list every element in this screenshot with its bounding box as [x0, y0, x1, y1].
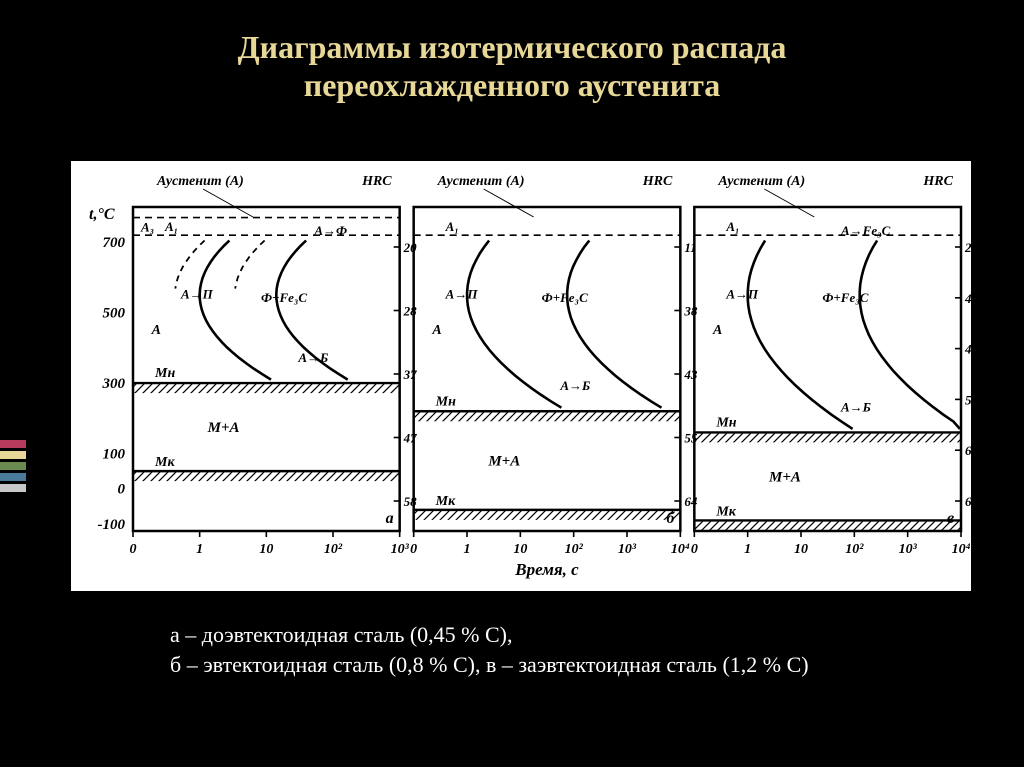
svg-text:Ф+Fe₃C: Ф+Fe₃C — [261, 290, 307, 305]
svg-text:Ф+Fe₃C: Ф+Fe₃C — [822, 290, 868, 305]
svg-text:Mк: Mк — [435, 494, 456, 509]
svg-text:А→Б: А→Б — [297, 350, 328, 365]
dot — [0, 440, 26, 448]
slide-indicator — [0, 440, 26, 495]
svg-text:А→Ф: А→Ф — [313, 223, 347, 238]
svg-text:А: А — [431, 323, 441, 338]
svg-text:Аустенит (А): Аустенит (А) — [156, 174, 244, 189]
svg-text:38: 38 — [683, 304, 698, 319]
dot — [0, 473, 26, 481]
svg-text:10³: 10³ — [618, 542, 637, 557]
svg-text:65: 65 — [965, 494, 971, 509]
svg-text:-100: -100 — [98, 517, 126, 533]
svg-text:51: 51 — [965, 392, 971, 407]
svg-text:10²: 10² — [324, 542, 343, 557]
svg-text:43: 43 — [964, 291, 971, 306]
title-line1: Диаграммы изотермического распада — [238, 29, 787, 65]
svg-text:A₁: A₁ — [164, 219, 178, 234]
dot — [0, 484, 26, 492]
svg-text:HRC: HRC — [642, 174, 673, 189]
svg-text:Время, с: Время, с — [514, 560, 579, 579]
svg-text:37: 37 — [403, 367, 418, 382]
svg-text:60: 60 — [965, 443, 971, 458]
svg-text:10⁴: 10⁴ — [671, 542, 690, 557]
svg-text:1: 1 — [744, 542, 751, 557]
svg-text:М+А: М+А — [487, 454, 520, 470]
svg-text:Ф+Fe₃C: Ф+Fe₃C — [542, 290, 588, 305]
svg-text:Аустенит (А): Аустенит (А) — [437, 174, 525, 189]
svg-text:0: 0 — [118, 482, 126, 498]
caption-line2: б – эвтектоидная сталь (0,8 % С), в – за… — [170, 652, 809, 677]
svg-text:А→Fe₃C: А→Fe₃C — [840, 223, 891, 238]
svg-text:A₁: A₁ — [725, 219, 739, 234]
svg-text:1: 1 — [196, 542, 203, 557]
svg-text:A₁: A₁ — [445, 219, 459, 234]
svg-text:0: 0 — [691, 542, 698, 557]
svg-text:0: 0 — [130, 542, 137, 557]
slide-title: Диаграммы изотермического распада переох… — [0, 0, 1024, 105]
svg-text:А→Б: А→Б — [840, 399, 871, 414]
svg-text:А: А — [712, 323, 722, 338]
svg-text:20: 20 — [403, 240, 418, 255]
svg-text:27: 27 — [964, 240, 971, 255]
svg-text:0: 0 — [410, 542, 417, 557]
svg-text:А→Б: А→Б — [559, 378, 590, 393]
svg-text:48: 48 — [964, 342, 971, 357]
caption-line1: а – доэвтектоидная сталь (0,45 % С), — [170, 622, 513, 647]
svg-text:Mн: Mн — [154, 366, 175, 381]
svg-text:10³: 10³ — [899, 542, 918, 557]
svg-text:М+А: М+А — [768, 469, 801, 485]
svg-text:47: 47 — [403, 431, 418, 446]
svg-text:10⁴: 10⁴ — [952, 542, 971, 557]
svg-text:в: в — [947, 510, 954, 527]
svg-text:а: а — [386, 510, 394, 527]
svg-text:Mк: Mк — [154, 455, 175, 470]
svg-text:300: 300 — [102, 376, 126, 392]
svg-text:HRC: HRC — [361, 174, 392, 189]
svg-text:64: 64 — [684, 494, 698, 509]
svg-text:HRC: HRC — [922, 174, 953, 189]
svg-text:Mн: Mн — [435, 394, 456, 409]
svg-text:А→П: А→П — [180, 287, 214, 302]
svg-text:А: А — [151, 323, 161, 338]
svg-text:28: 28 — [403, 304, 418, 319]
svg-text:10³: 10³ — [391, 542, 410, 557]
svg-text:1: 1 — [464, 542, 471, 557]
svg-text:500: 500 — [103, 306, 126, 322]
svg-text:Mн: Mн — [715, 415, 736, 430]
svg-text:А→П: А→П — [445, 287, 479, 302]
svg-text:А→П: А→П — [725, 287, 759, 302]
svg-text:43: 43 — [683, 367, 698, 382]
svg-text:10: 10 — [513, 542, 527, 557]
svg-text:б: б — [666, 510, 675, 527]
svg-text:М+А: М+А — [207, 420, 240, 436]
ttt-diagram-figure: t,°C7005003001000-100Аустенит (А)HRCA₁A₃… — [70, 160, 972, 592]
svg-text:58: 58 — [404, 494, 418, 509]
diagram-svg: t,°C7005003001000-100Аустенит (А)HRCA₁A₃… — [71, 161, 971, 591]
svg-text:10²: 10² — [845, 542, 864, 557]
svg-text:Mк: Mк — [715, 504, 736, 519]
svg-text:10: 10 — [794, 542, 808, 557]
dot — [0, 451, 26, 459]
svg-text:10: 10 — [259, 542, 273, 557]
svg-text:t,°C: t,°C — [89, 206, 115, 223]
svg-text:700: 700 — [103, 235, 126, 251]
svg-text:100: 100 — [103, 447, 126, 463]
svg-text:A₃: A₃ — [140, 220, 154, 235]
svg-text:10²: 10² — [565, 542, 584, 557]
caption: а – доэвтектоидная сталь (0,45 % С), б –… — [170, 620, 809, 679]
dot — [0, 462, 26, 470]
title-line2: переохлажденного аустенита — [304, 67, 721, 103]
svg-text:Аустенит (А): Аустенит (А) — [717, 174, 805, 189]
